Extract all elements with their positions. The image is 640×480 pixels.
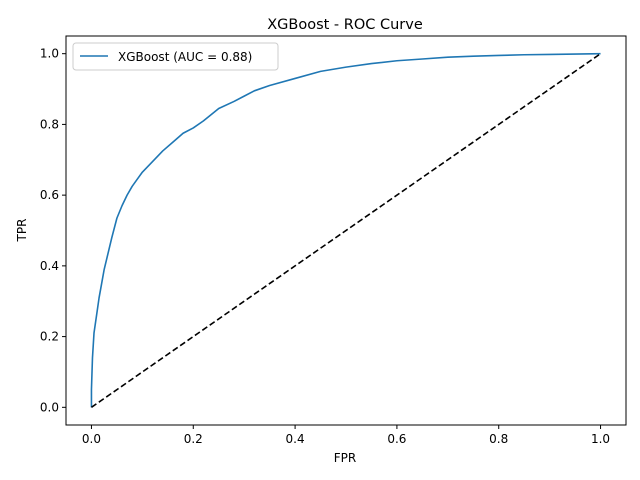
y-tick-label: 0.8 (40, 117, 59, 131)
x-tick-label: 0.0 (82, 432, 101, 446)
x-tick-label: 0.6 (387, 432, 406, 446)
legend: XGBoost (AUC = 0.88) (72, 42, 279, 71)
x-tick-label: 0.8 (489, 432, 508, 446)
x-axis: 0.0 0.2 0.4 0.6 0.8 1.0 (82, 425, 610, 446)
x-tick-label: 0.2 (184, 432, 203, 446)
y-tick-label: 0.6 (40, 188, 59, 202)
x-tick-label: 1.0 (591, 432, 610, 446)
x-tick-label: 0.4 (286, 432, 305, 446)
roc-curve-line (90, 52, 601, 408)
x-axis-label: FPR (334, 451, 356, 465)
y-tick-label: 1.0 (40, 47, 59, 61)
plot-area (90, 52, 602, 408)
y-tick-label: 0.2 (40, 330, 59, 344)
y-tick-label: 0.4 (40, 259, 59, 273)
legend-label: XGBoost (AUC = 0.88) (118, 50, 252, 64)
y-axis-label: TPR (15, 219, 29, 243)
y-axis: 0.0 0.2 0.4 0.6 0.8 1.0 (40, 47, 66, 414)
chart-title: XGBoost - ROC Curve (267, 17, 423, 33)
axes-frame (65, 35, 627, 426)
legend-box (72, 42, 279, 71)
y-tick-label: 0.0 (40, 400, 59, 414)
chance-diagonal-line (90, 53, 602, 408)
